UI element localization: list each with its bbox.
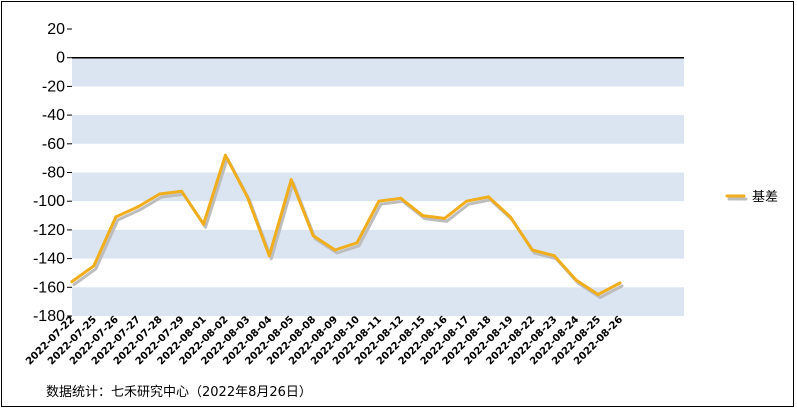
data-point — [618, 281, 622, 285]
y-axis: 20 0 -20 -40 -60 -80 -100 -120 -140 -160 -180 — [33, 21, 72, 325]
band — [72, 229, 684, 259]
y-tick-label: -100 — [33, 193, 65, 210]
data-point — [180, 189, 184, 193]
y-tick-label: -140 — [33, 251, 65, 268]
data-point — [377, 199, 381, 203]
data-point — [223, 153, 227, 157]
band — [72, 57, 684, 87]
band — [72, 115, 684, 144]
data-point — [465, 199, 469, 203]
data-point — [70, 280, 74, 284]
y-tick-label: 20 — [47, 21, 65, 38]
data-point — [92, 264, 96, 268]
y-tick-label: -120 — [33, 222, 65, 239]
data-point — [267, 254, 271, 258]
series-line — [70, 153, 622, 296]
background-bands — [72, 57, 684, 316]
y-tick-label: -80 — [42, 165, 65, 182]
data-point — [508, 215, 512, 219]
data-point — [552, 254, 556, 258]
series-group — [70, 153, 624, 299]
data-point — [114, 215, 118, 219]
legend-label: 基差 — [752, 190, 778, 205]
data-point — [487, 195, 490, 199]
source-note: 数据统计：七禾研究中心（2022年8月26日） — [46, 385, 312, 400]
y-tick-label: -20 — [42, 78, 65, 95]
data-point — [399, 196, 403, 200]
y-tick-label: -60 — [42, 136, 65, 153]
x-axis: 2022-07-222022-07-252022-07-262022-07-27… — [24, 314, 625, 367]
y-tick-label: -40 — [42, 107, 65, 124]
band — [72, 287, 684, 316]
data-point — [289, 178, 293, 182]
y-tick-label: -180 — [33, 308, 65, 325]
y-tick-label: 0 — [56, 50, 65, 67]
data-point — [311, 234, 315, 238]
legend: 基差 — [725, 190, 778, 205]
data-point — [574, 278, 578, 282]
data-point — [245, 195, 249, 199]
data-point — [333, 248, 337, 252]
data-point — [421, 214, 425, 218]
data-point — [202, 222, 205, 226]
data-point — [136, 205, 140, 209]
y-tick-label: -160 — [33, 279, 65, 296]
data-point — [355, 241, 359, 245]
data-point — [596, 293, 600, 296]
data-point — [158, 192, 162, 196]
data-point — [530, 248, 534, 252]
data-point — [443, 216, 447, 220]
